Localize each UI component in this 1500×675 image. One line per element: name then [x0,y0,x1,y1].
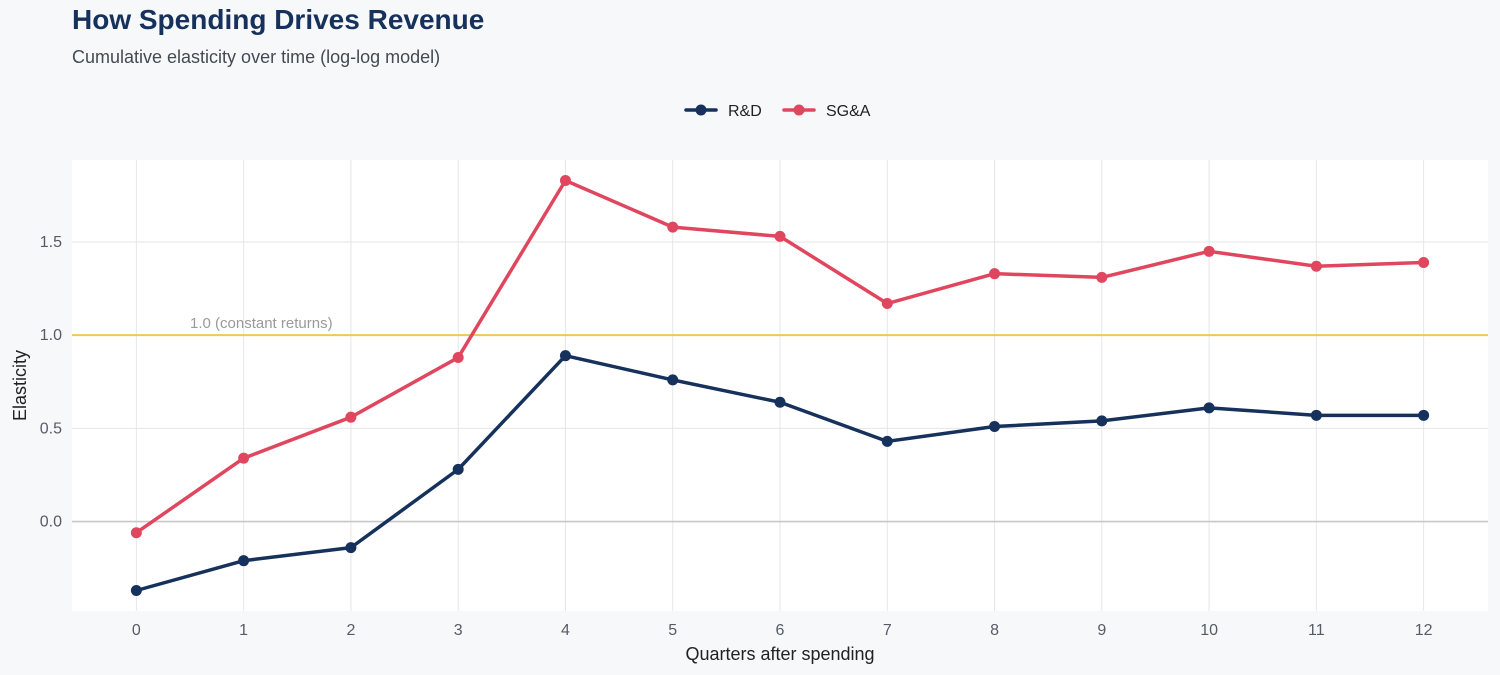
reference-line-label: 1.0 (constant returns) [190,315,333,332]
data-point-rnd [238,555,250,567]
data-point-sga [1096,271,1108,283]
data-point-rnd [559,350,571,362]
y-tick-label: 1.5 [40,234,62,251]
legend-label-rnd: R&D [728,103,762,120]
data-point-rnd [1418,409,1430,421]
data-point-sga [345,411,357,423]
data-point-sga [989,268,1001,280]
data-point-sga [130,527,142,539]
x-tick-label: 5 [668,622,677,639]
data-point-sga [1418,257,1430,268]
y-tick-label: 0.0 [40,514,62,531]
y-tick-label: 0.5 [40,420,62,437]
x-tick-label: 3 [454,622,463,639]
y-tick-label: 1.0 [40,327,62,344]
data-point-rnd [881,435,893,447]
x-tick-label: 12 [1415,622,1433,639]
data-point-rnd [452,463,464,475]
data-point-rnd [989,421,1001,432]
data-point-sga [1310,260,1322,272]
data-point-rnd [130,585,142,596]
x-tick-label: 7 [883,622,892,639]
data-point-rnd [774,396,786,408]
x-tick-label: 4 [561,622,570,639]
x-tick-label: 9 [1097,622,1106,639]
x-tick-label: 8 [990,622,999,639]
chart-subtitle: Cumulative elasticity over time (log-log… [72,47,441,67]
x-tick-label: 11 [1308,622,1325,639]
data-point-sga [667,221,679,233]
data-point-sga [774,230,786,242]
data-point-sga [1203,245,1215,257]
x-tick-label: 6 [776,622,785,639]
x-tick-label: 2 [346,622,355,639]
chart-title: How Spending Drives Revenue [72,4,485,35]
legend-key-point-rnd [695,104,707,116]
x-tick-label: 0 [132,622,141,639]
data-point-rnd [1203,402,1215,414]
legend-key-point-sga [793,104,805,116]
x-tick-label: 1 [239,622,248,639]
x-axis-title: Quarters after spending [685,644,874,664]
data-point-sga [881,298,893,309]
data-point-rnd [345,542,357,554]
y-axis-title: Elasticity [10,350,30,421]
data-point-sga [238,452,250,464]
data-point-sga [559,175,571,186]
data-point-sga [452,352,464,364]
legend-label-sga: SG&A [826,103,871,120]
data-point-rnd [1096,415,1108,427]
data-point-rnd [1310,409,1322,421]
data-point-rnd [667,374,679,386]
x-tick-label: 10 [1200,622,1218,639]
